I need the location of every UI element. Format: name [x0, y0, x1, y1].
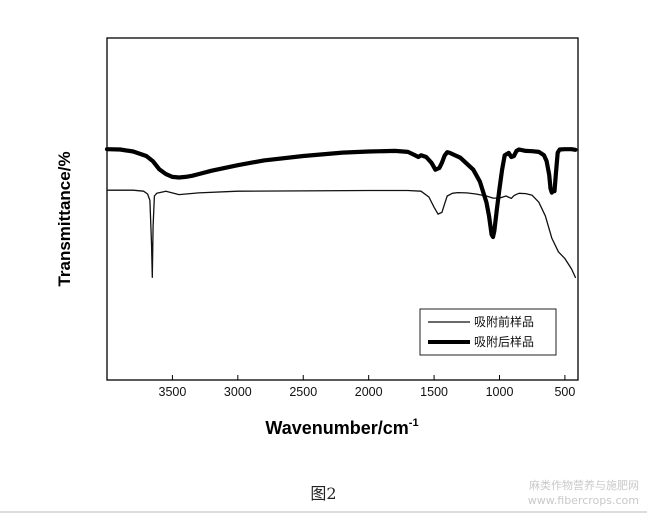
x-tick-label: 3000 — [224, 385, 252, 399]
legend: 吸附前样品 吸附后样品 — [419, 308, 557, 356]
series-layer — [104, 147, 578, 279]
x-tick-label: 2500 — [289, 385, 317, 399]
y-axis-title: Transmittance/% — [55, 151, 74, 286]
watermark: 麻类作物营养与施肥网 www.fibercrops.com — [528, 478, 639, 508]
x-tick-label: 1500 — [420, 385, 448, 399]
x-tick-label: 500 — [554, 385, 575, 399]
x-tick-label: 1000 — [486, 385, 514, 399]
legend-box — [419, 308, 557, 356]
x-tick-label: 3500 — [159, 385, 187, 399]
watermark-line-2: www.fibercrops.com — [527, 494, 639, 507]
x-tick-label: 2000 — [355, 385, 383, 399]
x-ticks: 3500 3000 2500 2000 1500 1000 500 — [159, 375, 575, 399]
x-axis-title: Wavenumber/cm-1 — [265, 417, 418, 438]
plot-frame — [106, 37, 579, 381]
x-axis-title-main: Wavenumber/cm — [265, 418, 408, 438]
bottom-rule — [0, 511, 647, 513]
watermark-line-1: 麻类作物营养与施肥网 — [529, 479, 639, 492]
figure-caption: 图2 — [310, 484, 337, 503]
series-line-after — [104, 147, 578, 240]
x-axis-title-superscript: -1 — [409, 417, 419, 429]
legend-label-after: 吸附后样品 — [474, 334, 534, 349]
series-line-before — [106, 189, 577, 279]
legend-label-before: 吸附前样品 — [474, 314, 534, 329]
